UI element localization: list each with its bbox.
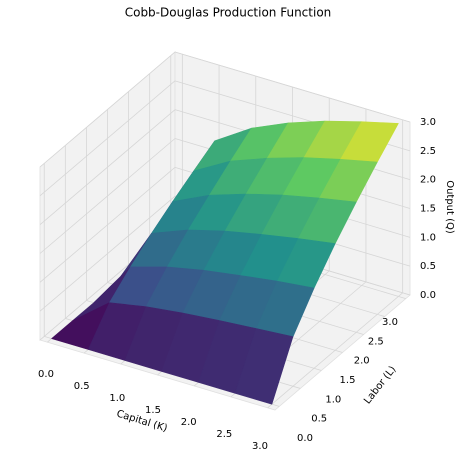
y-tick-label: 0.0	[297, 433, 313, 444]
x-tick-label: 1.0	[109, 393, 125, 404]
grid-line	[39, 138, 176, 254]
y-tick-label: 2.0	[354, 356, 370, 367]
z-tick-label: 2.0	[420, 175, 436, 186]
chart-title: Cobb-Douglas Production Function	[125, 6, 332, 20]
surface-patch	[234, 328, 294, 405]
x-tick-label: 0.5	[74, 381, 90, 392]
x-tick-label: 0.0	[38, 369, 54, 380]
z-axis-label: Output (Q)	[444, 180, 455, 234]
x-tick-label: 2.0	[181, 417, 197, 428]
z-tick-label: 1.0	[420, 232, 436, 243]
z-tick-label: 3.0	[420, 117, 436, 128]
grid-line	[174, 51, 411, 123]
y-tick-label: 1.0	[325, 394, 341, 405]
labels: 0.0 0.5 1.0 1.5 2.0 2.5 3.0 0.0 0.5 1.0 1.5 2.0 2.5 3…	[38, 117, 455, 452]
z-tick-label: 0.5	[420, 261, 436, 272]
x-tick-label: 3.0	[252, 441, 268, 452]
grid-line	[39, 167, 176, 283]
y-tick-label: 0.5	[311, 414, 327, 425]
y-axis-label: Labor (L)	[362, 364, 398, 406]
surface	[51, 120, 399, 405]
y-tick-label: 2.5	[368, 336, 384, 347]
grid-line	[39, 195, 176, 312]
grid-line	[39, 109, 176, 225]
grid-line	[39, 80, 176, 197]
grid-line	[39, 51, 176, 168]
y-tick-label: 3.0	[382, 317, 398, 328]
z-tick-label: 1.5	[420, 204, 436, 215]
z-tick-label: 2.5	[420, 146, 436, 157]
x-tick-label: 1.5	[145, 405, 161, 416]
y-tick-label: 1.5	[340, 375, 356, 386]
x-tick-label: 2.5	[216, 429, 232, 440]
z-tick-label: 0.0	[420, 290, 436, 301]
